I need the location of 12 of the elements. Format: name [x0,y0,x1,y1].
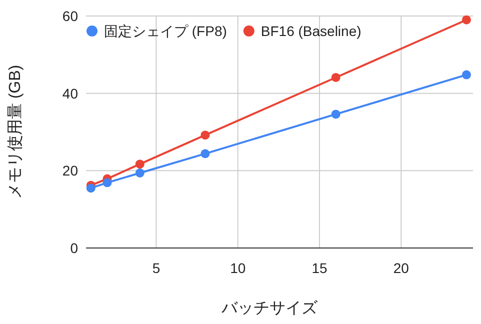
x-tick-label: 5 [152,260,160,276]
legend-label: 固定シェイプ (FP8) [104,23,227,39]
x-tick-label: 10 [230,260,246,276]
x-tick-label: 20 [393,260,410,276]
y-axis-title: メモリ使用量 (GB) [7,64,24,200]
y-tick-label: 20 [62,162,78,179]
legend-label: BF16 (Baseline) [260,23,362,39]
y-tick-label: 0 [70,240,78,256]
y-tick-label: 40 [62,85,78,102]
y-tick-label: 60 [62,8,78,24]
x-tick-label: 15 [312,260,328,276]
x-axis-title: バッチサイズ [220,300,318,317]
